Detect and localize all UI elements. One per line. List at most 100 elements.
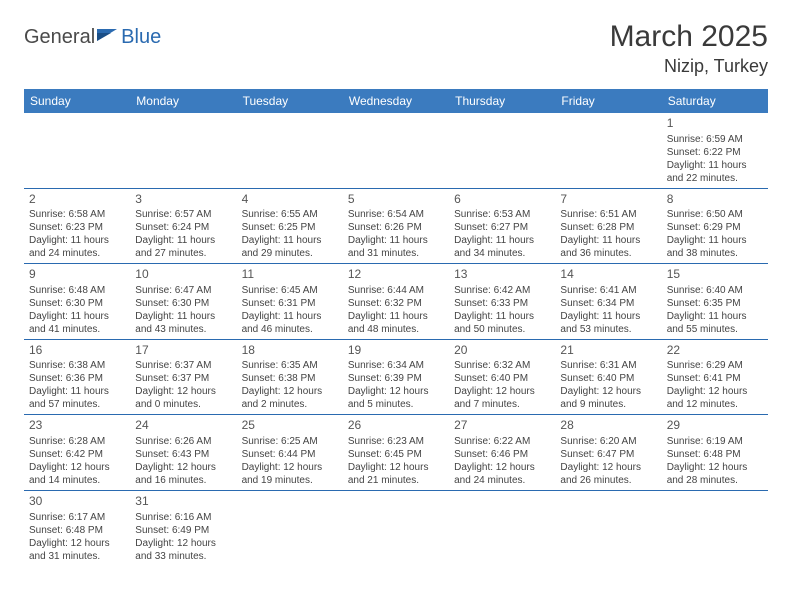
day-number: 3	[135, 192, 231, 208]
calendar-cell: 14Sunrise: 6:41 AMSunset: 6:34 PMDayligh…	[555, 264, 661, 340]
daylight-text: Daylight: 12 hours and 9 minutes.	[560, 385, 656, 411]
sunrise-text: Sunrise: 6:31 AM	[560, 359, 656, 372]
sunrise-text: Sunrise: 6:37 AM	[135, 359, 231, 372]
sunset-text: Sunset: 6:45 PM	[348, 448, 444, 461]
day-number: 12	[348, 267, 444, 283]
daylight-text: Daylight: 11 hours and 34 minutes.	[454, 234, 550, 260]
daylight-text: Daylight: 11 hours and 46 minutes.	[242, 310, 338, 336]
daylight-text: Daylight: 11 hours and 53 minutes.	[560, 310, 656, 336]
sunrise-text: Sunrise: 6:26 AM	[135, 435, 231, 448]
calendar-row: 23Sunrise: 6:28 AMSunset: 6:42 PMDayligh…	[24, 415, 768, 491]
calendar-cell: 11Sunrise: 6:45 AMSunset: 6:31 PMDayligh…	[237, 264, 343, 340]
day-number: 23	[29, 418, 125, 434]
day-number: 11	[242, 267, 338, 283]
sunrise-text: Sunrise: 6:44 AM	[348, 284, 444, 297]
sunrise-text: Sunrise: 6:57 AM	[135, 208, 231, 221]
calendar-cell: 1Sunrise: 6:59 AMSunset: 6:22 PMDaylight…	[662, 113, 768, 188]
title-block: March 2025 Nizip, Turkey	[610, 20, 768, 77]
calendar-cell: 9Sunrise: 6:48 AMSunset: 6:30 PMDaylight…	[24, 264, 130, 340]
calendar-cell-empty	[662, 490, 768, 565]
daylight-text: Daylight: 11 hours and 55 minutes.	[667, 310, 763, 336]
sunrise-text: Sunrise: 6:38 AM	[29, 359, 125, 372]
day-number: 28	[560, 418, 656, 434]
sunrise-text: Sunrise: 6:45 AM	[242, 284, 338, 297]
calendar-cell: 26Sunrise: 6:23 AMSunset: 6:45 PMDayligh…	[343, 415, 449, 491]
calendar-cell-empty	[555, 490, 661, 565]
sunset-text: Sunset: 6:47 PM	[560, 448, 656, 461]
day-number: 29	[667, 418, 763, 434]
sunset-text: Sunset: 6:30 PM	[135, 297, 231, 310]
day-header-thursday: Thursday	[449, 89, 555, 113]
daylight-text: Daylight: 11 hours and 22 minutes.	[667, 159, 763, 185]
calendar-cell: 20Sunrise: 6:32 AMSunset: 6:40 PMDayligh…	[449, 339, 555, 415]
calendar-cell: 27Sunrise: 6:22 AMSunset: 6:46 PMDayligh…	[449, 415, 555, 491]
sunset-text: Sunset: 6:40 PM	[560, 372, 656, 385]
day-header-tuesday: Tuesday	[237, 89, 343, 113]
calendar-cell: 13Sunrise: 6:42 AMSunset: 6:33 PMDayligh…	[449, 264, 555, 340]
sunrise-text: Sunrise: 6:51 AM	[560, 208, 656, 221]
calendar-cell: 4Sunrise: 6:55 AMSunset: 6:25 PMDaylight…	[237, 188, 343, 264]
calendar-cell-empty	[555, 113, 661, 188]
day-number: 2	[29, 192, 125, 208]
sunrise-text: Sunrise: 6:32 AM	[454, 359, 550, 372]
calendar-cell: 30Sunrise: 6:17 AMSunset: 6:48 PMDayligh…	[24, 490, 130, 565]
daylight-text: Daylight: 11 hours and 24 minutes.	[29, 234, 125, 260]
calendar-cell: 22Sunrise: 6:29 AMSunset: 6:41 PMDayligh…	[662, 339, 768, 415]
calendar-cell: 18Sunrise: 6:35 AMSunset: 6:38 PMDayligh…	[237, 339, 343, 415]
calendar-row: 2Sunrise: 6:58 AMSunset: 6:23 PMDaylight…	[24, 188, 768, 264]
sunset-text: Sunset: 6:41 PM	[667, 372, 763, 385]
sunset-text: Sunset: 6:42 PM	[29, 448, 125, 461]
sunrise-text: Sunrise: 6:28 AM	[29, 435, 125, 448]
sunrise-text: Sunrise: 6:29 AM	[667, 359, 763, 372]
sunset-text: Sunset: 6:25 PM	[242, 221, 338, 234]
logo-text-general: General	[24, 26, 95, 49]
daylight-text: Daylight: 12 hours and 16 minutes.	[135, 461, 231, 487]
daylight-text: Daylight: 11 hours and 50 minutes.	[454, 310, 550, 336]
day-number: 30	[29, 494, 125, 510]
day-number: 31	[135, 494, 231, 510]
sunrise-text: Sunrise: 6:48 AM	[29, 284, 125, 297]
calendar-cell-empty	[130, 113, 236, 188]
day-number: 22	[667, 343, 763, 359]
calendar-cell: 31Sunrise: 6:16 AMSunset: 6:49 PMDayligh…	[130, 490, 236, 565]
sunset-text: Sunset: 6:29 PM	[667, 221, 763, 234]
day-number: 7	[560, 192, 656, 208]
day-number: 4	[242, 192, 338, 208]
sunrise-text: Sunrise: 6:58 AM	[29, 208, 125, 221]
calendar-cell: 6Sunrise: 6:53 AMSunset: 6:27 PMDaylight…	[449, 188, 555, 264]
logo: General Blue	[24, 20, 161, 49]
daylight-text: Daylight: 11 hours and 38 minutes.	[667, 234, 763, 260]
day-header-friday: Friday	[555, 89, 661, 113]
day-header-row: Sunday Monday Tuesday Wednesday Thursday…	[24, 89, 768, 113]
daylight-text: Daylight: 11 hours and 48 minutes.	[348, 310, 444, 336]
calendar-cell-empty	[449, 490, 555, 565]
day-number: 10	[135, 267, 231, 283]
daylight-text: Daylight: 12 hours and 31 minutes.	[29, 537, 125, 563]
sunset-text: Sunset: 6:46 PM	[454, 448, 550, 461]
day-header-wednesday: Wednesday	[343, 89, 449, 113]
sunset-text: Sunset: 6:31 PM	[242, 297, 338, 310]
sunrise-text: Sunrise: 6:53 AM	[454, 208, 550, 221]
daylight-text: Daylight: 11 hours and 29 minutes.	[242, 234, 338, 260]
daylight-text: Daylight: 12 hours and 12 minutes.	[667, 385, 763, 411]
daylight-text: Daylight: 12 hours and 0 minutes.	[135, 385, 231, 411]
day-number: 6	[454, 192, 550, 208]
sunset-text: Sunset: 6:39 PM	[348, 372, 444, 385]
sunrise-text: Sunrise: 6:47 AM	[135, 284, 231, 297]
calendar-cell: 8Sunrise: 6:50 AMSunset: 6:29 PMDaylight…	[662, 188, 768, 264]
flag-icon	[97, 27, 119, 48]
daylight-text: Daylight: 12 hours and 21 minutes.	[348, 461, 444, 487]
logo-text-blue: Blue	[121, 26, 161, 49]
day-number: 26	[348, 418, 444, 434]
day-header-saturday: Saturday	[662, 89, 768, 113]
sunset-text: Sunset: 6:38 PM	[242, 372, 338, 385]
sunset-text: Sunset: 6:43 PM	[135, 448, 231, 461]
daylight-text: Daylight: 11 hours and 27 minutes.	[135, 234, 231, 260]
calendar-cell: 21Sunrise: 6:31 AMSunset: 6:40 PMDayligh…	[555, 339, 661, 415]
daylight-text: Daylight: 12 hours and 14 minutes.	[29, 461, 125, 487]
calendar-cell: 16Sunrise: 6:38 AMSunset: 6:36 PMDayligh…	[24, 339, 130, 415]
calendar-cell: 7Sunrise: 6:51 AMSunset: 6:28 PMDaylight…	[555, 188, 661, 264]
sunset-text: Sunset: 6:22 PM	[667, 146, 763, 159]
calendar-cell: 28Sunrise: 6:20 AMSunset: 6:47 PMDayligh…	[555, 415, 661, 491]
daylight-text: Daylight: 11 hours and 36 minutes.	[560, 234, 656, 260]
